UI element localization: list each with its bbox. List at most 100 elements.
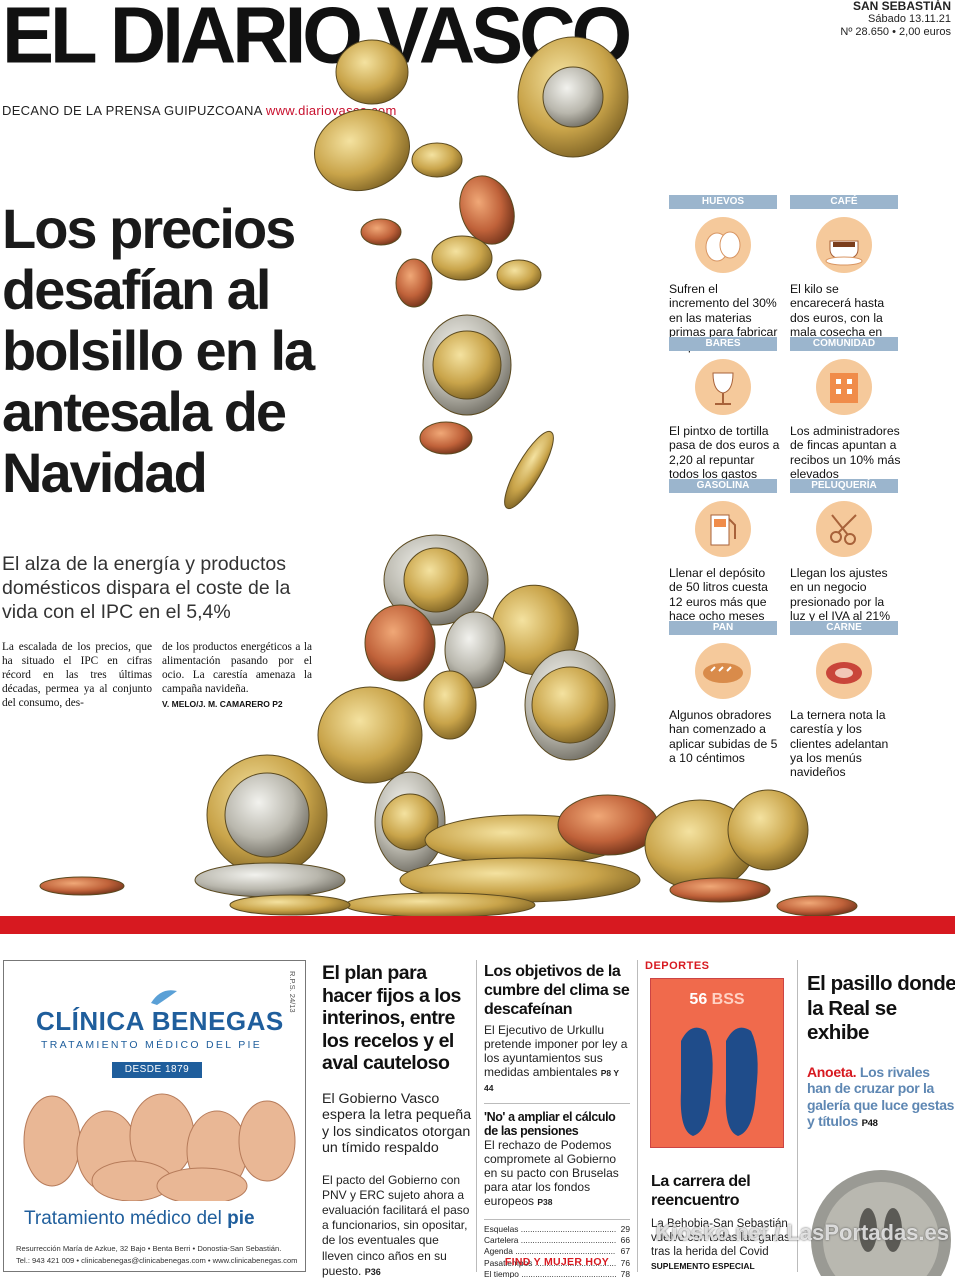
story-real-headline[interactable]: El pasillo donde la Real se exhibe [807,972,955,1044]
price-item-café[interactable]: CAFÉ El kilo se encarecerá hasta dos euro… [790,195,898,353]
price-text: La ternera nota la carestía y los client… [790,708,889,780]
bread-icon [695,643,751,699]
anoeta-footprints-photo [811,1170,951,1276]
dateline-city: SAN SEBASTIÁN [852,0,951,13]
wine-glass-icon [695,359,751,415]
price-tag: HUEVOS [669,195,777,209]
sports-supplement: SUPLEMENTO ESPECIAL [651,1261,755,1271]
clinica-benegas-ad[interactable]: R.P.S. 24/13 CLÍNICA BENEGAS TRATAMIENTO… [3,960,306,1272]
lead-body-col2: de los productos energéticos a la alimen… [162,640,312,711]
lead-body-col2-text: de los productos energéticos a la alimen… [162,641,312,695]
index-name: El tiempo [484,1269,616,1278]
ad-tagline-bold: pie [227,1208,255,1229]
foot-logo-icon [151,990,177,1005]
price-text: El pintxo de tortilla pasa de dos euros … [669,424,780,481]
price-tag: PELUQUERÍA [790,479,898,493]
ad-subtitle: TRATAMIENTO MÉDICO DEL PIE [41,1039,263,1051]
story-clima[interactable]: Los objetivos de la cumbre del clima se … [484,962,630,1278]
price-item-gasolina[interactable]: GASOLINA Llenar el depósito de 50 litros … [669,479,777,623]
lead-credit[interactable]: V. MELO/J. M. CAMARERO P2 [162,699,283,709]
price-tag: COMUNIDAD [790,337,898,351]
sports-story[interactable]: La carrera del reencuentro La Behobia-Sa… [651,1172,791,1271]
watermark: Kiosko.net / LasPortadas.es [655,1220,949,1245]
index-name: Pasatiempos [484,1258,616,1269]
story-interinos[interactable]: El plan para hacer fijos a los interinos… [322,962,472,1278]
price-tag: BARES [669,337,777,351]
price-item-bares[interactable]: BARES El pintxo de tortilla pasa de dos e… [669,337,779,481]
dateline: SAN SEBASTIÁN Sábado 13.11.21 Nº 28.650 … [840,0,951,39]
story-real-text-body: Los rivales han de cruzar por la galería… [807,1063,955,1130]
story-real-page: P48 [861,1118,878,1129]
shoe-insoles-icon [680,1027,758,1136]
price-tag: CAFÉ [790,195,898,209]
masthead-title[interactable]: EL DIARIO VASCO [2,0,632,80]
price-text: Los administradores de fincas apuntan a … [790,424,901,481]
column-divider [797,960,798,1272]
index-row[interactable]: Agenda 67 [484,1246,630,1257]
story-pensiones-headline[interactable]: 'No' a ampliar el cálculo de las pension… [484,1110,616,1138]
price-text: Algunos obradores han comenzado a aplica… [669,708,778,765]
ad-brand: CLÍNICA BENEGAS [36,1006,284,1036]
price-tag: GASOLINA [669,479,777,493]
index-name: Esquelas [484,1224,616,1235]
price-item-carne[interactable]: CARNE La ternera nota la carestía y los c… [790,621,898,779]
mag-title-text: BSS [711,991,745,1008]
dateline-date: Sábado 13.11.21 [868,13,951,25]
building-icon [816,359,872,415]
story-real[interactable]: El pasillo donde la Real se exhibe Anoet… [807,972,955,1133]
lead-deck: El alza de la energía y productos domést… [2,553,291,623]
ad-tagline-text: Tratamiento médico del [24,1208,228,1229]
find-mujer-hoy-link[interactable]: FIND Y MUJER HOY [504,1256,610,1268]
story-clima-text: El Ejecutivo de Urkullu pretende imponer… [484,1023,630,1095]
index-name: Cartelera [484,1235,616,1246]
index-page: 66 [620,1235,630,1246]
lead-headline[interactable]: Los precios desafían al bolsillo en la a… [2,197,315,504]
fuel-pump-icon [695,501,751,557]
index-row[interactable]: El tiempo 78 [484,1269,630,1278]
price-item-huevos[interactable]: HUEVOS Sufren el incremento del 30% en la… [669,195,777,353]
feet-photo [23,1093,296,1201]
index-row[interactable]: Pasatiempos 76 [484,1258,630,1269]
index-divider [484,1219,630,1220]
tagline-web[interactable]: www.diariovasco.com [265,103,397,118]
mag-number: 56 [689,991,708,1008]
sports-section[interactable]: DEPORTES [645,960,795,972]
index-row[interactable]: Cartelera 66 [484,1235,630,1246]
story-interinos-headline[interactable]: El plan para hacer fijos a los interinos… [322,962,461,1074]
dateline-issue: Nº 28.650 • 2,00 euros [840,26,951,38]
eggs-icon [695,217,751,273]
story-clima-headline[interactable]: Los objetivos de la cumbre del clima se … [484,963,630,1018]
index-page: 76 [620,1257,630,1268]
ad-address: Resurrección María de Azkue, 32 Bajo • B… [16,1243,306,1267]
story-divider [484,1103,630,1104]
masthead-tagline: DECANO DE LA PRENSA GUIPUZCOANA www.diar… [2,103,397,118]
story-clima-text-body: El Ejecutivo de Urkullu pretende imponer… [484,1023,628,1079]
index-page: 29 [620,1224,630,1234]
scissors-icon [816,501,872,557]
coffee-cup-icon [816,217,872,273]
index-page: 67 [620,1246,630,1257]
price-item-comunidad[interactable]: COMUNIDAD Los administradores de fincas a… [790,337,900,481]
price-tag: CARNE [790,621,898,635]
story-real-text: Anoeta. Los rivales han de cruzar por la… [807,1064,955,1133]
lead-body-col1: La escalada de los precios, que ha situa… [2,641,152,709]
ad-contact-line[interactable]: Tel.: 943 421 009 • clinicabenegas@clini… [16,1256,298,1265]
price-item-pan[interactable]: PAN Algunos obradores han comenzado a apl… [669,621,777,765]
index-row[interactable]: Esquelas 29 [484,1224,630,1235]
tagline-text: DECANO DE LA PRENSA GUIPUZCOANA [2,103,262,118]
index-page: 78 [620,1268,630,1278]
behobia-magazine-cover[interactable]: 56 BSS [650,978,784,1148]
story-interinos-page: P36 [364,1266,381,1277]
price-item-peluquería[interactable]: PELUQUERÍA Llegan los ajustes en un negoc… [790,479,898,623]
price-text: Llegan los ajustes en un negocio presion… [790,566,891,623]
sports-headline[interactable]: La carrera del reencuentro [651,1173,751,1209]
ad-since-badge: DESDE 1879 [112,1062,202,1078]
red-divider [0,916,955,934]
section-index: Esquelas 29 Cartelera 66Agenda67Pasatiempos… [484,1224,630,1278]
story-interinos-p1: El Gobierno Vasco espera la letra pequeñ… [322,1090,472,1157]
story-interinos-p2-text: El pacto del Gobierno con PNV y ERC suje… [322,1172,470,1278]
mag-title: 56 BSS [651,991,783,1009]
price-tag: PAN [669,621,777,635]
price-text: Llenar el depósito de 50 litros cuesta 1… [669,566,768,623]
meat-icon [816,643,872,699]
